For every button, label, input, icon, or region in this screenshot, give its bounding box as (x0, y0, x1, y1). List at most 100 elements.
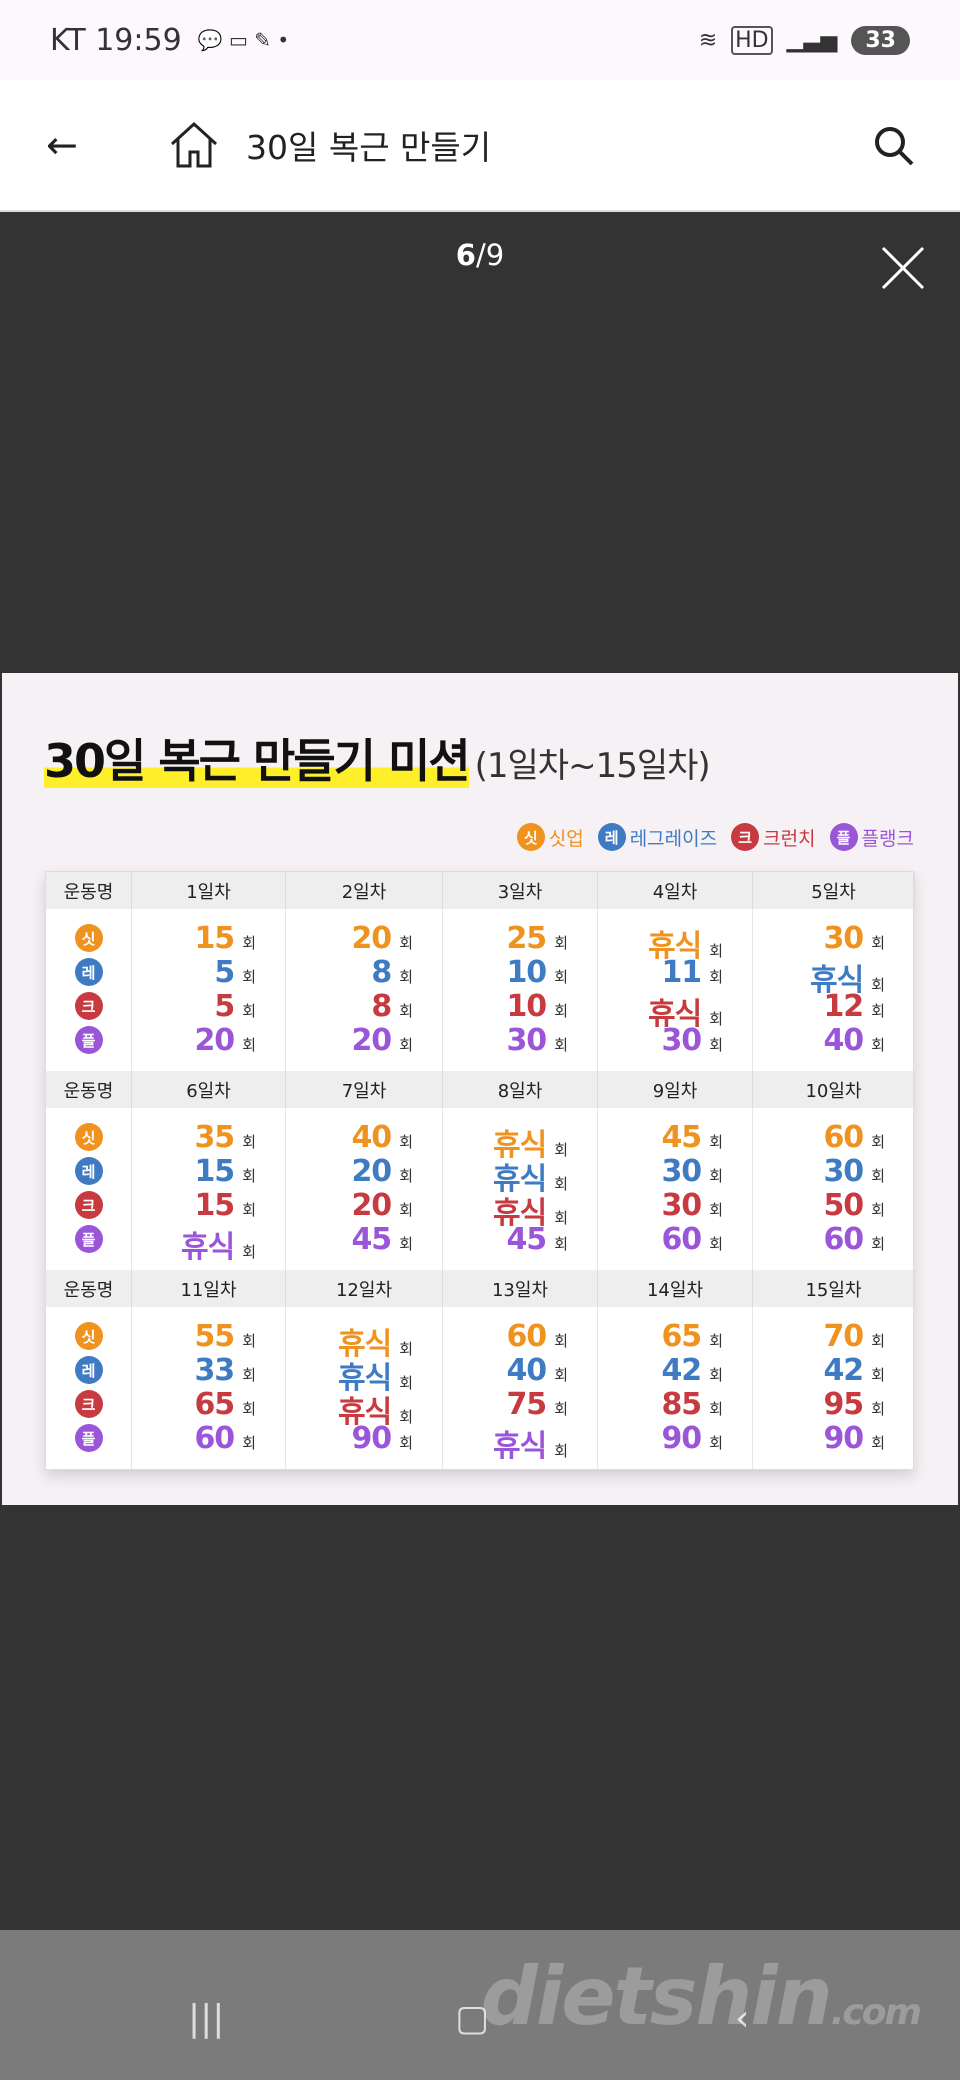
poster-subtitle: (1일차~15일차) (474, 746, 711, 786)
rep-count: 40 회 (823, 1023, 885, 1058)
rep-count: 60 회 (823, 1120, 885, 1155)
rep-count: 45 회 (351, 1222, 413, 1257)
mission-image[interactable]: 30일 복근 만들기 미션 (1일차~15일차) 싯 싯업 레 레그레이즈 크 크런치 플 플랭… (2, 673, 958, 1505)
rep-count: 40 회 (506, 1353, 568, 1388)
rep-count: 65 회 (194, 1387, 256, 1422)
day-cell: 휴식 회 휴식 회 휴식 회 90 회 (286, 1307, 443, 1469)
rep-count: 30 회 (661, 1188, 723, 1223)
day-header: 12일차 (286, 1270, 443, 1307)
rep-count: 60 회 (506, 1319, 568, 1354)
row-header-label: 운동명 (46, 1071, 132, 1108)
exercise-badge-icon: 크 (731, 823, 760, 851)
app-bar: ← 30일 복근 만들기 (0, 80, 960, 212)
exercise-badge-icon: 싯 (74, 1123, 103, 1151)
day-header: 3일차 (443, 872, 598, 909)
battery-indicator: 33 (851, 25, 910, 55)
day-cell: 25 회 10 회 10 회 30 회 (443, 909, 598, 1071)
table-header-row: 운동명 6일차 7일차 8일차 9일차 10일차 (46, 1071, 915, 1108)
day-header: 15일차 (753, 1270, 915, 1307)
rep-count: 65 회 (661, 1319, 723, 1354)
legend-label: 크런치 (763, 827, 816, 850)
exercise-badge-icon: 크 (74, 1191, 103, 1219)
rep-count: 휴식 회 (337, 1395, 413, 1430)
day-header: 7일차 (286, 1071, 443, 1108)
page-counter: 6/9 (0, 238, 960, 272)
rep-count: 75 회 (506, 1387, 568, 1422)
exercise-badge-icon: 플 (74, 1424, 103, 1452)
table-row: 싯 레 크 플 15 회 5 회 5 회 20 회 20 회 8 회 8 회 20 회 25 회 10 회 10 회 30 회 휴식 회 1… (46, 909, 915, 1071)
rep-count: 55 회 (194, 1319, 256, 1354)
rep-count: 95 회 (823, 1387, 885, 1422)
rep-count: 20 회 (351, 1023, 413, 1058)
close-icon[interactable] (880, 245, 926, 291)
search-icon[interactable] (872, 124, 916, 168)
back-arrow-icon[interactable]: ← (46, 123, 78, 167)
rep-count: 33 회 (194, 1353, 256, 1388)
navigation-bar: ||| ▢ ‹ dietshin.com (0, 1930, 960, 2080)
rep-count: 휴식 회 (492, 1162, 568, 1197)
hd-icon: HD (731, 25, 773, 55)
legend-label: 플랭크 (861, 827, 914, 850)
poster-title: 30일 복근 만들기 미션 (1일차~15일차) (44, 725, 711, 791)
day-header: 14일차 (598, 1270, 753, 1307)
rep-count: 40 회 (351, 1120, 413, 1155)
legend-label: 레그레이즈 (629, 827, 718, 850)
carrier: KT (50, 22, 86, 58)
poster-title-text: 30일 복근 만들기 미션 (44, 734, 471, 788)
rep-count: 15 회 (194, 921, 256, 956)
rep-count: 30 회 (661, 1023, 723, 1058)
home-icon[interactable] (168, 120, 220, 170)
total-pages: /9 (475, 238, 505, 272)
exercise-badge-icon: 싯 (516, 823, 545, 851)
legend: 싯 싯업 레 레그레이즈 크 크런치 플 플랭크 (516, 823, 914, 851)
wifi-icon: ≋ (698, 27, 718, 53)
legend-label: 싯업 (548, 827, 584, 850)
rep-count: 30 회 (823, 921, 885, 956)
day-cell: 30 회 휴식 회 12 회 40 회 (753, 909, 915, 1071)
recents-icon[interactable]: ||| (188, 1998, 225, 2039)
exercise-badge-icon: 싯 (74, 924, 103, 952)
day-cell: 휴식 회 11 회 휴식 회 30 회 (598, 909, 753, 1071)
rep-count: 42 회 (661, 1353, 723, 1388)
rep-count: 60 회 (823, 1222, 885, 1257)
rep-count: 90 회 (661, 1421, 723, 1456)
day-header: 5일차 (753, 872, 915, 909)
rep-count: 70 회 (823, 1319, 885, 1354)
day-cell: 15 회 5 회 5 회 20 회 (132, 909, 286, 1071)
day-cell: 35 회 15 회 15 회 휴식 회 (132, 1108, 286, 1270)
back-button-icon[interactable]: ‹ (735, 1998, 750, 2039)
day-cell: 60 회 30 회 50 회 60 회 (753, 1108, 915, 1270)
rep-count: 30 회 (823, 1154, 885, 1189)
home-button-icon[interactable]: ▢ (455, 1998, 490, 2039)
rep-count: 10 회 (506, 989, 568, 1024)
day-header: 2일차 (286, 872, 443, 909)
day-cell: 40 회 20 회 20 회 45 회 (286, 1108, 443, 1270)
day-cell: 65 회 42 회 85 회 90 회 (598, 1307, 753, 1469)
exercise-badge-icon: 레 (74, 1157, 103, 1185)
exercise-badge-icon: 레 (74, 1356, 103, 1384)
rep-count: 42 회 (823, 1353, 885, 1388)
rep-count: 12 회 (823, 989, 885, 1024)
rep-count: 휴식 회 (492, 1429, 568, 1464)
mission-table: 운동명 1일차 2일차 3일차 4일차 5일차 싯 레 크 플 15 회 5 회 5 회 20 회 20 회 8 회 8 회 2… (45, 871, 915, 1470)
exercise-badge-icon: 레 (74, 958, 103, 986)
exercise-badge-icon: 플 (74, 1225, 103, 1253)
rep-count: 30 회 (661, 1154, 723, 1189)
rep-count: 휴식 회 (647, 929, 723, 964)
legend-item: 크 크런치 (731, 823, 816, 851)
rep-count: 90 회 (823, 1421, 885, 1456)
rep-count: 50 회 (823, 1188, 885, 1223)
rep-count: 휴식 회 (647, 997, 723, 1032)
exercise-badge-icon: 플 (74, 1026, 103, 1054)
row-header-label: 운동명 (46, 1270, 132, 1307)
rep-count: 45 회 (506, 1222, 568, 1257)
rep-count: 15 회 (194, 1154, 256, 1189)
watermark-logo: dietshin.com (480, 1950, 922, 2043)
day-header: 6일차 (132, 1071, 286, 1108)
day-cell: 45 회 30 회 30 회 60 회 (598, 1108, 753, 1270)
